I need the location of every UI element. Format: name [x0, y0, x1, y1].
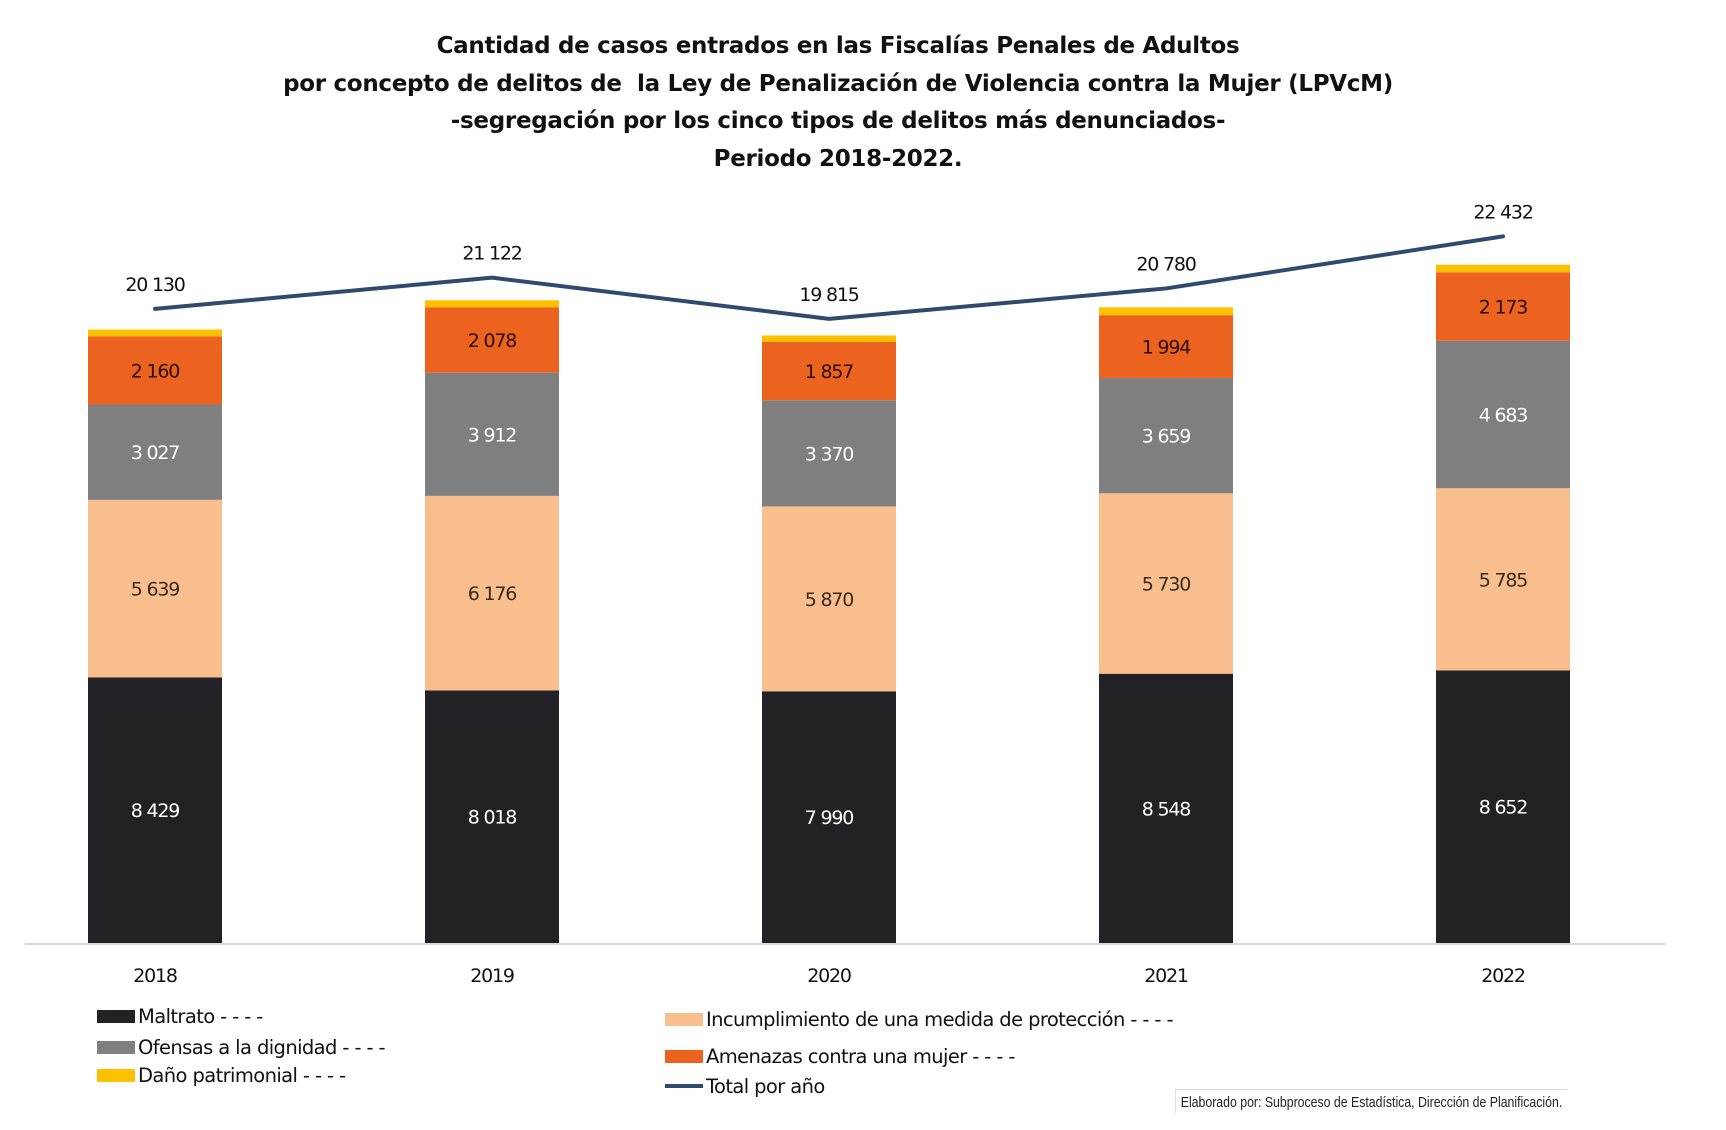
bar-segment-incumplimiento-2019 — [425, 495, 559, 691]
title-line-1: Cantidad de casos entrados en las Fiscal… — [436, 33, 1240, 59]
x-tick-labels-group: 2018 2019 2020 2021 2022 — [133, 965, 1526, 987]
legend-label-incumplimiento: Incumplimiento de una medida de protecci… — [706, 1007, 1174, 1031]
data-label-maltrato-2018: 8 429 — [131, 800, 180, 822]
segment-labels-group: 8 429 5 639 3 027 2 160 8 018 6 176 3 912 2 078… — [131, 296, 1529, 829]
bar-segment-dano-2018 — [88, 329, 222, 337]
x-tick-label-2022: 2022 — [1481, 965, 1525, 987]
data-label-amenazas-2019: 2 078 — [468, 330, 517, 352]
x-tick-label-2020: 2020 — [807, 965, 851, 987]
data-label-ofensas-2019: 3 912 — [468, 424, 517, 446]
source-credit: Elaborado por: Subproceso de Estadística… — [1175, 1089, 1568, 1113]
data-label-ofensas-2021: 3 659 — [1142, 426, 1191, 448]
bar-segment-amenazas-2018 — [88, 336, 222, 405]
data-label-amenazas-2022: 2 173 — [1479, 296, 1528, 318]
legend-swatch-dano — [97, 1068, 135, 1082]
bar-segment-amenazas-2019 — [425, 307, 559, 373]
bar-segment-dano-2022 — [1436, 264, 1570, 273]
data-label-incumplimiento-2022: 5 785 — [1479, 569, 1528, 591]
legend-item-maltrato: Maltrato - - - - — [97, 1003, 263, 1029]
bar-segment-ofensas-2020 — [762, 400, 896, 507]
legend-label-total: Total por año — [706, 1074, 825, 1098]
total-labels-group: 20 130 21 122 19 815 20 780 22 432 — [125, 201, 1534, 319]
legend-label-ofensas: Ofensas a la dignidad - - - - — [138, 1035, 386, 1059]
data-label-incumplimiento-2021: 5 730 — [1142, 573, 1191, 595]
bar-segment-amenazas-2020 — [762, 341, 896, 401]
bar-segment-dano-2020 — [762, 335, 896, 342]
bar-segment-incumplimiento-2018 — [88, 499, 222, 678]
bar-segment-dano-2019 — [425, 300, 559, 308]
legend-swatch-incumplimiento — [665, 1012, 703, 1026]
chart-title: Cantidad de casos entrados en las Fiscal… — [0, 28, 1676, 178]
data-label-incumplimiento-2018: 5 639 — [131, 579, 180, 601]
total-line — [153, 234, 1505, 321]
bar-segment-amenazas-2021 — [1099, 315, 1233, 378]
data-label-ofensas-2022: 4 683 — [1479, 404, 1528, 426]
legend-label-amenazas: Amenazas contra una mujer - - - - — [706, 1044, 1015, 1068]
bars-group — [88, 264, 1570, 943]
legend-item-dano: Daño patrimonial - - - - — [97, 1062, 346, 1088]
legend-item-incumplimiento: Incumplimiento de una medida de protecci… — [665, 1006, 1174, 1032]
x-tick-label-2018: 2018 — [133, 965, 177, 987]
legend-swatch-total-line — [665, 1084, 703, 1088]
data-label-amenazas-2020: 1 857 — [805, 361, 854, 383]
total-label-2020: 19 815 — [799, 284, 858, 306]
data-label-ofensas-2018: 3 027 — [131, 442, 180, 464]
data-label-incumplimiento-2019: 6 176 — [468, 583, 517, 605]
total-label-2022: 22 432 — [1473, 201, 1532, 223]
total-label-2021: 20 780 — [1136, 253, 1195, 275]
title-line-2: por concepto de delitos de la Ley de Pen… — [283, 70, 1393, 97]
bar-segment-incumplimiento-2022 — [1436, 488, 1570, 671]
legend-item-ofensas: Ofensas a la dignidad - - - - — [97, 1034, 386, 1060]
bar-segment-maltrato-2021 — [1099, 673, 1233, 943]
bar-segment-maltrato-2020 — [762, 691, 896, 943]
legend-item-amenazas: Amenazas contra una mujer - - - - — [665, 1043, 1015, 1069]
legend-swatch-ofensas — [97, 1040, 135, 1054]
data-label-maltrato-2019: 8 018 — [468, 807, 517, 829]
legend-swatch-amenazas — [665, 1049, 703, 1063]
data-label-maltrato-2022: 8 652 — [1479, 797, 1528, 819]
total-label-2019: 21 122 — [462, 243, 521, 265]
bar-segment-ofensas-2021 — [1099, 377, 1233, 494]
bar-segment-incumplimiento-2021 — [1099, 493, 1233, 674]
title-line-4: Periodo 2018-2022. — [713, 145, 963, 172]
legend-label-dano: Daño patrimonial - - - - — [138, 1063, 346, 1087]
bar-segment-ofensas-2019 — [425, 372, 559, 496]
legend-swatch-maltrato — [97, 1009, 135, 1023]
x-tick-label-2019: 2019 — [470, 965, 514, 987]
bar-segment-amenazas-2022 — [1436, 272, 1570, 341]
data-label-amenazas-2018: 2 160 — [131, 360, 180, 382]
bar-segment-ofensas-2022 — [1436, 340, 1570, 489]
total-label-2018: 20 130 — [125, 274, 184, 296]
data-label-ofensas-2020: 3 370 — [805, 443, 854, 465]
legend-item-total: Total por año — [665, 1073, 825, 1099]
bar-segment-maltrato-2022 — [1436, 670, 1570, 943]
legend-label-maltrato: Maltrato - - - - — [138, 1004, 263, 1028]
bar-segment-incumplimiento-2020 — [762, 506, 896, 692]
data-label-incumplimiento-2020: 5 870 — [805, 589, 854, 611]
title-line-3: -segregación por los cinco tipos de deli… — [450, 108, 1226, 134]
bar-segment-maltrato-2018 — [88, 677, 222, 943]
bar-segment-ofensas-2018 — [88, 404, 222, 500]
data-label-amenazas-2021: 1 994 — [1142, 337, 1192, 359]
data-label-maltrato-2021: 8 548 — [1142, 798, 1191, 820]
bar-segment-maltrato-2019 — [425, 690, 559, 943]
x-tick-label-2021: 2021 — [1144, 965, 1188, 987]
bar-segment-dano-2021 — [1099, 307, 1233, 316]
data-label-maltrato-2020: 7 990 — [805, 807, 854, 829]
